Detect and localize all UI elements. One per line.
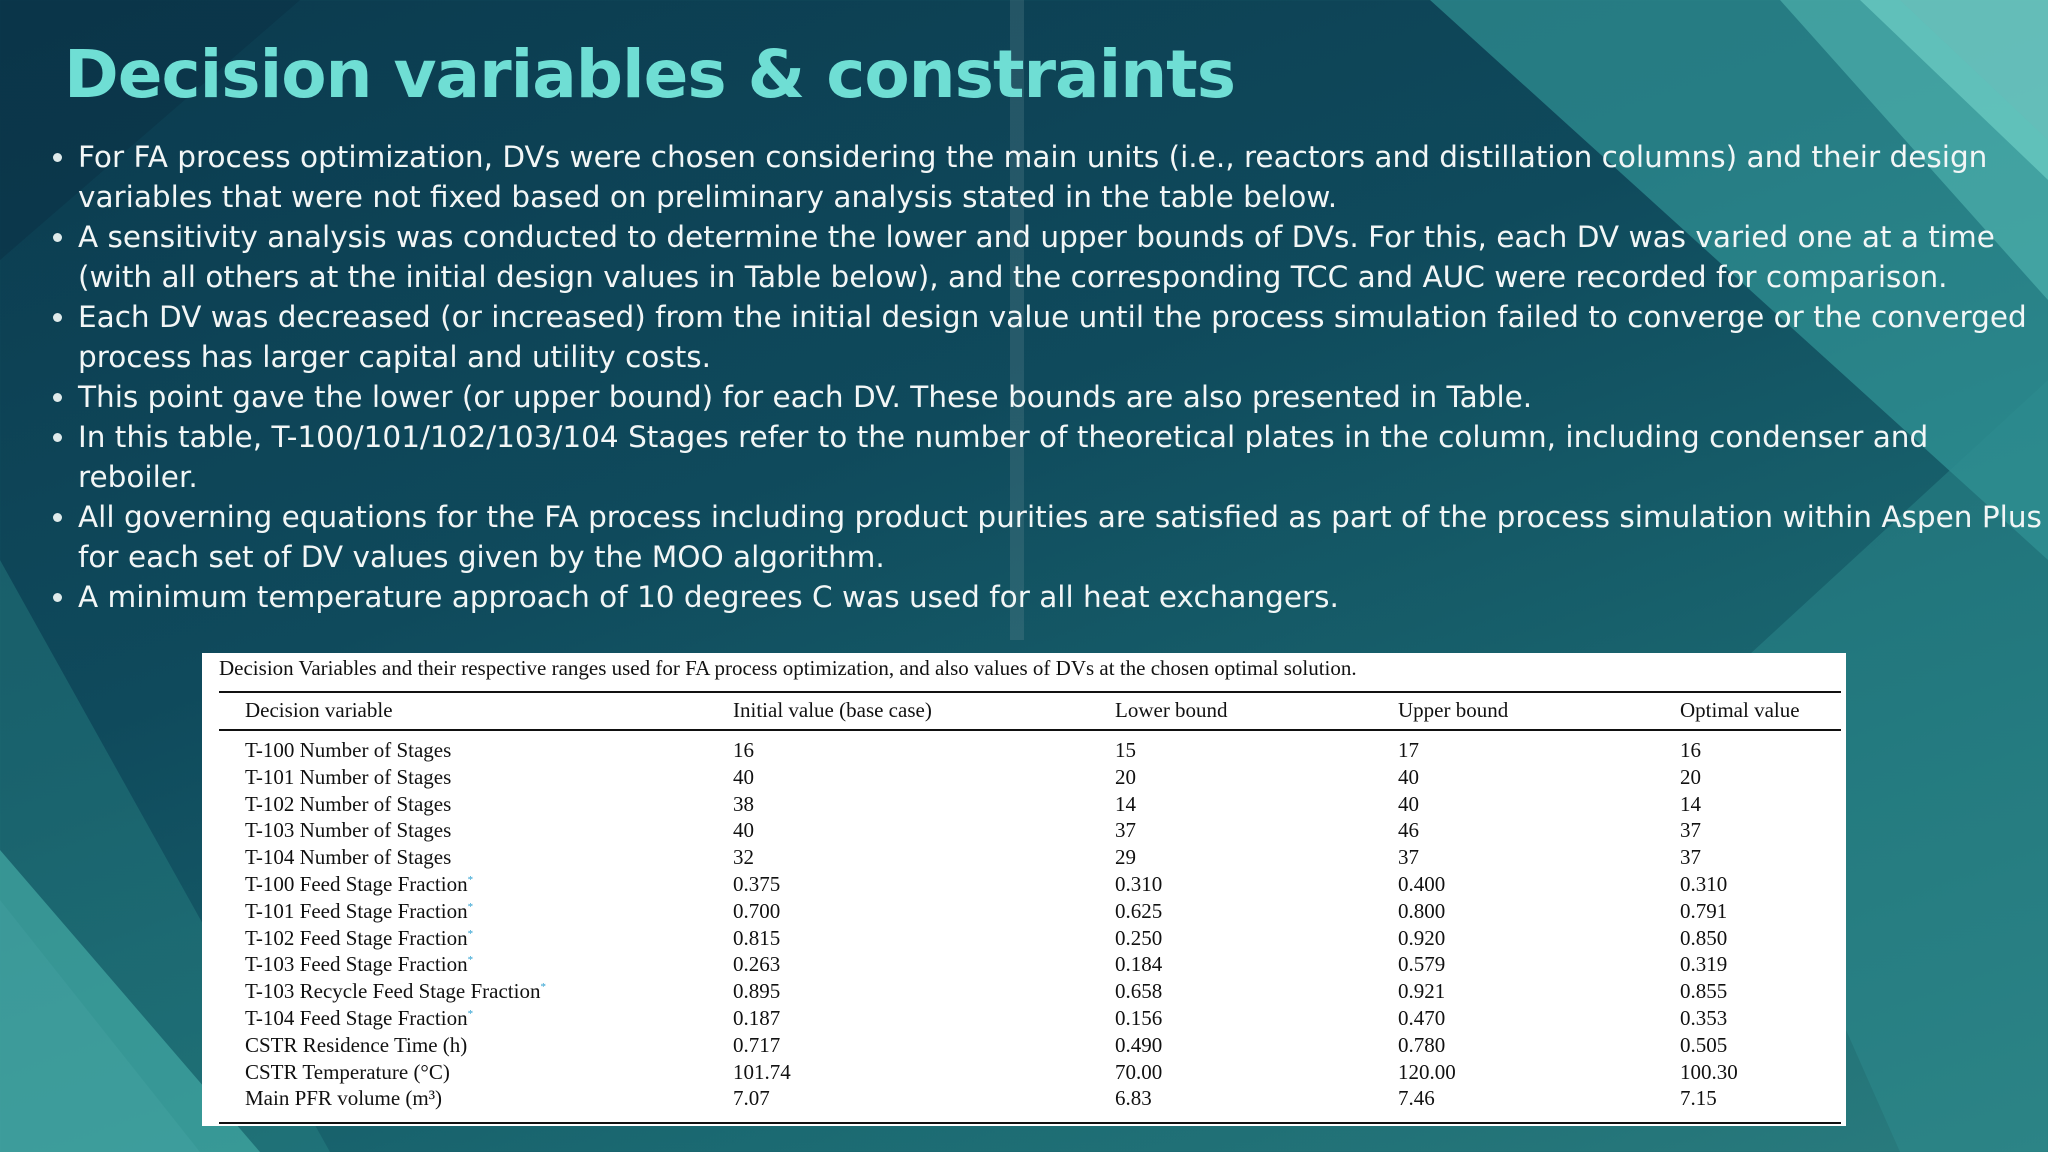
cell: T-104 Feed Stage Fraction* bbox=[245, 1006, 474, 1030]
cell: 0.250 bbox=[1115, 925, 1163, 950]
cell: 14 bbox=[1115, 791, 1136, 816]
cell: T-104 Number of Stages bbox=[245, 845, 452, 870]
cell: 14 bbox=[1680, 791, 1701, 816]
cell: 70.00 bbox=[1115, 1059, 1163, 1084]
header-cell: Decision variable bbox=[245, 698, 393, 722]
bullet-list: For FA process optimization, DVs were ch… bbox=[54, 137, 2048, 617]
cell: 0.921 bbox=[1398, 979, 1446, 1004]
cell: 32 bbox=[733, 845, 754, 870]
table-caption: Decision Variables and their respective … bbox=[219, 656, 1357, 680]
footnote-mark: * bbox=[467, 1008, 474, 1020]
cell: 0.800 bbox=[1398, 898, 1446, 923]
bullet: This point gave the lower (or upper boun… bbox=[78, 377, 2048, 417]
cell: 0.850 bbox=[1680, 925, 1728, 950]
header-cell: Lower bound bbox=[1115, 698, 1228, 722]
header-cell: Initial value (base case) bbox=[733, 698, 932, 722]
cell: 16 bbox=[1680, 738, 1701, 762]
cell: 20 bbox=[1680, 764, 1701, 789]
bullet: A sensitivity analysis was conducted to … bbox=[78, 217, 2048, 297]
cell: 0.490 bbox=[1115, 1032, 1163, 1057]
footnote-mark: * bbox=[467, 900, 474, 913]
cell: T-101 Feed Stage Fraction* bbox=[245, 898, 474, 923]
cell: T-100 Feed Stage Fraction* bbox=[245, 872, 474, 896]
cell: 40 bbox=[1398, 764, 1419, 789]
cell: 0.319 bbox=[1680, 952, 1728, 977]
title: Decision variables & constraints bbox=[64, 36, 1236, 113]
cell: 7.46 bbox=[1398, 1086, 1435, 1111]
cell: 46 bbox=[1398, 818, 1419, 843]
rule bbox=[219, 691, 1841, 693]
cell: 100.30 bbox=[1680, 1059, 1738, 1084]
cell: T-103 Feed Stage Fraction* bbox=[245, 952, 474, 977]
cell: 0.353 bbox=[1680, 1006, 1728, 1030]
cell: 40 bbox=[1398, 791, 1419, 816]
cell: 37 bbox=[1680, 845, 1701, 870]
cell: 0.920 bbox=[1398, 925, 1446, 950]
cell: 0.263 bbox=[733, 952, 781, 977]
footnote-mark: * bbox=[540, 981, 546, 994]
cell: 16 bbox=[733, 738, 754, 762]
cell: T-100 Number of Stages bbox=[245, 738, 452, 762]
cell: T-102 Feed Stage Fraction* bbox=[245, 925, 474, 950]
cell: 29 bbox=[1115, 845, 1136, 870]
cell: 0.470 bbox=[1398, 1006, 1446, 1030]
cell: 37 bbox=[1398, 845, 1419, 870]
cell: T-102 Number of Stages bbox=[245, 791, 452, 816]
cell: 40 bbox=[733, 818, 754, 843]
cell: T-101 Number of Stages bbox=[245, 764, 452, 789]
bullet: All governing equations for the FA proce… bbox=[78, 497, 2048, 577]
cell: 0.815 bbox=[733, 925, 781, 950]
bullet: A minimum temperature approach of 10 deg… bbox=[78, 577, 2048, 617]
cell: CSTR Temperature (°C) bbox=[245, 1059, 450, 1084]
cell: 0.855 bbox=[1680, 979, 1728, 1004]
cell: 20 bbox=[1115, 764, 1136, 789]
cell: 0.579 bbox=[1398, 952, 1446, 977]
cell: 0.310 bbox=[1115, 872, 1163, 896]
cell: 7.15 bbox=[1680, 1086, 1717, 1111]
cell: 0.184 bbox=[1115, 952, 1163, 977]
cell: 0.700 bbox=[733, 898, 781, 923]
cell: 0.625 bbox=[1115, 898, 1163, 923]
cell: 0.780 bbox=[1398, 1032, 1446, 1057]
footnote-mark: * bbox=[467, 954, 474, 967]
footnote-mark: * bbox=[467, 874, 474, 886]
cell: 120.00 bbox=[1398, 1059, 1456, 1084]
cell: T-103 Number of Stages bbox=[245, 818, 452, 843]
bullet: Each DV was decreased (or increased) fro… bbox=[78, 297, 2048, 377]
cell: 37 bbox=[1680, 818, 1701, 843]
cell: 40 bbox=[733, 764, 754, 789]
cell: 37 bbox=[1115, 818, 1136, 843]
rule bbox=[219, 1122, 1841, 1124]
table: Decision Variables and their respective … bbox=[202, 653, 1846, 1126]
header-cell: Optimal value bbox=[1680, 698, 1800, 722]
cell: 0.895 bbox=[733, 979, 781, 1004]
bullet: For FA process optimization, DVs were ch… bbox=[78, 137, 2048, 217]
cell: CSTR Residence Time (h) bbox=[245, 1032, 468, 1057]
cell: T-103 Recycle Feed Stage Fraction* bbox=[245, 979, 546, 1004]
header-cell: Upper bound bbox=[1398, 698, 1509, 722]
footnote-mark: * bbox=[467, 927, 474, 940]
cell: 0.717 bbox=[733, 1032, 781, 1057]
cell: 7.07 bbox=[733, 1086, 770, 1111]
cell: 0.400 bbox=[1398, 872, 1446, 896]
cell: 38 bbox=[733, 791, 754, 816]
cell: 101.74 bbox=[733, 1059, 791, 1084]
cell: 6.83 bbox=[1115, 1086, 1152, 1111]
cell: 17 bbox=[1398, 738, 1419, 762]
cell: 0.375 bbox=[733, 872, 781, 896]
cell: 0.505 bbox=[1680, 1032, 1728, 1057]
cell: 0.156 bbox=[1115, 1006, 1163, 1030]
cell: 0.791 bbox=[1680, 898, 1728, 923]
cell: 15 bbox=[1115, 738, 1136, 762]
cell: 0.310 bbox=[1680, 872, 1728, 896]
cell: 0.658 bbox=[1115, 979, 1163, 1004]
rule bbox=[219, 729, 1841, 731]
bullet: In this table, T-100/101/102/103/104 Sta… bbox=[78, 417, 2048, 497]
cell: Main PFR volume (m³) bbox=[245, 1086, 443, 1111]
cell: 0.187 bbox=[733, 1006, 781, 1030]
